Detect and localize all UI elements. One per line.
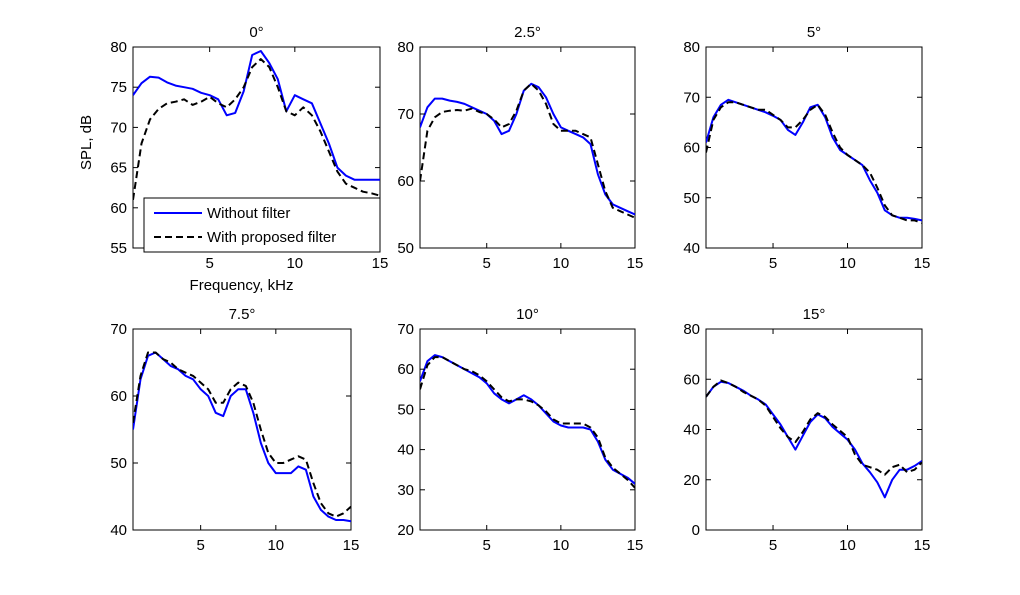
plot-area [705, 328, 923, 531]
y-tick-label: 50 [683, 190, 700, 207]
y-tick-label: 60 [110, 200, 127, 217]
plot-area [705, 46, 923, 249]
y-tick-label: 40 [397, 442, 414, 459]
y-tick-label: 55 [110, 240, 127, 257]
y-tick-label: 80 [110, 39, 127, 56]
series-line-with-proposed-filter [420, 82, 635, 219]
panel-5: 5 10 15 0 20 40 60 80 15° [683, 306, 930, 554]
y-tick-label: 70 [683, 89, 700, 106]
x-tick-label: 5 [196, 537, 204, 554]
x-tick-label: 10 [553, 537, 570, 554]
series-line-with-proposed-filter [706, 101, 922, 224]
y-tick-label: 60 [683, 140, 700, 157]
plot-area [419, 46, 636, 249]
y-tick-label: 80 [397, 39, 414, 56]
series-line-without-filter [133, 50, 380, 181]
y-tick-label: 40 [110, 522, 127, 539]
panel-0: 5 10 15 55 60 65 70 75 80 0° Frequency, kHz SPL, dB… [78, 24, 388, 294]
panel-title: 7.5° [229, 306, 256, 323]
y-tick-label: 70 [110, 119, 127, 136]
plot-area [132, 328, 352, 531]
series-line-with-proposed-filter [420, 356, 635, 489]
x-tick-label: 5 [483, 255, 491, 272]
y-tick-label: 80 [683, 39, 700, 56]
panel-4: 5 10 15 20 30 40 50 60 70 10° [397, 306, 643, 554]
panel-2: 5 10 15 40 50 60 70 80 5° [683, 24, 930, 272]
legend-label: With proposed filter [207, 229, 336, 246]
y-tick-label: 70 [397, 321, 414, 338]
x-axis-label: Frequency, kHz [190, 277, 294, 294]
y-tick-label: 30 [397, 482, 414, 499]
series-line-with-proposed-filter [133, 351, 351, 518]
y-tick-label: 60 [397, 361, 414, 378]
x-tick-label: 5 [205, 255, 213, 272]
series-line-without-filter [133, 351, 351, 523]
panel-1: 5 10 15 50 60 70 80 2.5° [397, 24, 643, 272]
y-tick-label: 80 [683, 321, 700, 338]
legend: Without filter With proposed filter [143, 197, 381, 253]
x-tick-label: 15 [627, 255, 644, 272]
x-tick-label: 15 [372, 255, 389, 272]
x-tick-label: 15 [914, 537, 931, 554]
panel-title: 2.5° [514, 24, 541, 41]
x-tick-label: 10 [553, 255, 570, 272]
panel-title: 15° [803, 306, 826, 323]
y-tick-label: 50 [110, 455, 127, 472]
x-tick-label: 5 [769, 255, 777, 272]
legend-box [143, 197, 381, 253]
panel-title: 10° [516, 306, 539, 323]
x-tick-label: 10 [839, 255, 856, 272]
x-tick-label: 10 [267, 537, 284, 554]
x-tick-label: 5 [483, 537, 491, 554]
x-tick-label: 15 [343, 537, 360, 554]
x-tick-label: 15 [914, 255, 931, 272]
y-tick-label: 20 [683, 472, 700, 489]
y-tick-label: 0 [692, 522, 700, 539]
panel-3: 5 10 15 40 50 60 70 7.5° [110, 306, 359, 554]
y-tick-label: 60 [110, 388, 127, 405]
y-tick-label: 50 [397, 401, 414, 418]
legend-label: Without filter [207, 205, 290, 222]
panel-title: 0° [249, 24, 263, 41]
x-tick-label: 10 [286, 255, 303, 272]
y-tick-label: 60 [683, 371, 700, 388]
x-tick-label: 5 [769, 537, 777, 554]
y-tick-label: 70 [397, 106, 414, 123]
y-tick-label: 40 [683, 240, 700, 257]
series-line-with-proposed-filter [133, 58, 380, 200]
panel-title: 5° [807, 24, 821, 41]
x-tick-label: 10 [839, 537, 856, 554]
y-tick-label: 75 [110, 79, 127, 96]
x-tick-label: 15 [627, 537, 644, 554]
y-axis-label: SPL, dB [78, 115, 95, 170]
plot-area [419, 328, 636, 531]
y-tick-label: 65 [110, 160, 127, 177]
y-tick-label: 40 [683, 422, 700, 439]
y-tick-label: 50 [397, 240, 414, 257]
y-tick-label: 20 [397, 522, 414, 539]
y-tick-label: 60 [397, 173, 414, 190]
series-line-with-proposed-filter [706, 379, 922, 476]
y-tick-label: 70 [110, 321, 127, 338]
